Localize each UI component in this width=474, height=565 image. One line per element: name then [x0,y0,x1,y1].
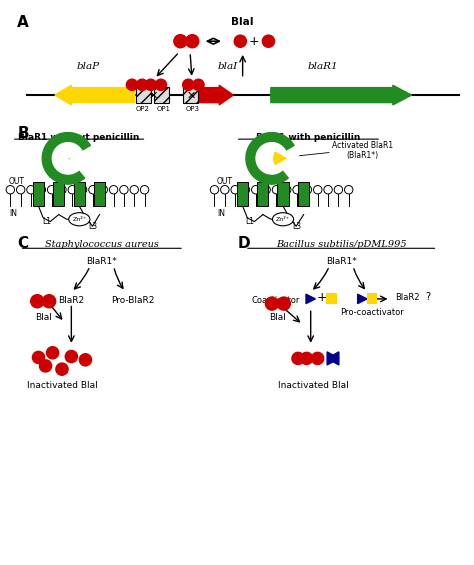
Polygon shape [327,352,339,365]
Circle shape [145,79,156,90]
Text: Pro-BlaR2: Pro-BlaR2 [110,295,154,305]
Text: BlaR1*: BlaR1* [326,257,356,266]
Text: IN: IN [217,209,225,218]
Circle shape [301,353,313,364]
Text: Pro-coactivator: Pro-coactivator [340,308,403,318]
FancyBboxPatch shape [367,293,377,303]
FancyBboxPatch shape [53,182,64,206]
Text: Zn²⁺: Zn²⁺ [73,217,86,221]
FancyBboxPatch shape [136,87,151,103]
Text: L2: L2 [56,170,65,179]
Text: blaP: blaP [76,62,100,71]
Circle shape [127,79,137,90]
Text: IN: IN [9,209,17,218]
FancyArrow shape [55,85,135,105]
Text: BlaR1*: BlaR1* [86,257,117,266]
Text: ✕: ✕ [149,91,158,101]
Text: BlaI: BlaI [35,313,52,322]
Circle shape [311,353,324,364]
Text: Inactivated BlaI: Inactivated BlaI [278,381,348,390]
Circle shape [155,79,166,90]
FancyBboxPatch shape [155,87,169,103]
FancyArrow shape [196,85,233,105]
Text: BlaR2: BlaR2 [58,295,84,305]
FancyBboxPatch shape [33,182,44,206]
Wedge shape [255,142,288,175]
Text: L1: L1 [42,217,51,226]
FancyBboxPatch shape [237,182,248,206]
Text: L1: L1 [245,217,254,226]
Text: OP2: OP2 [135,106,149,112]
Circle shape [31,295,44,308]
Wedge shape [52,142,84,175]
Circle shape [39,360,52,372]
Circle shape [65,350,77,363]
FancyBboxPatch shape [94,182,105,206]
Text: OUT: OUT [217,177,233,186]
Circle shape [186,34,199,48]
Circle shape [56,363,68,375]
FancyBboxPatch shape [277,182,289,206]
Text: BlaI: BlaI [231,17,254,27]
Text: BlaI: BlaI [269,313,286,322]
Text: Inactivated BlaI: Inactivated BlaI [27,381,97,390]
Text: BlaR1 without penicillin: BlaR1 without penicillin [18,133,139,142]
Text: Staphylococcus aureus: Staphylococcus aureus [45,240,159,249]
Circle shape [182,79,194,90]
Text: Coactivator: Coactivator [251,295,300,305]
Circle shape [32,351,45,363]
Text: ?: ? [426,293,431,302]
Circle shape [277,297,291,310]
Polygon shape [306,294,315,303]
Text: D: D [238,236,251,251]
Polygon shape [357,294,367,303]
Circle shape [46,347,59,359]
Circle shape [263,35,274,47]
FancyBboxPatch shape [182,87,198,103]
Text: L3: L3 [89,222,98,231]
Circle shape [174,34,187,48]
FancyBboxPatch shape [298,182,310,206]
Text: blaR1: blaR1 [307,62,338,71]
Wedge shape [42,133,91,184]
Circle shape [265,297,279,310]
Circle shape [43,295,55,308]
Polygon shape [327,352,339,365]
Text: +: + [249,34,260,47]
Text: OP3: OP3 [186,106,200,112]
FancyBboxPatch shape [257,182,268,206]
Wedge shape [273,151,287,166]
FancyBboxPatch shape [73,182,85,206]
Circle shape [292,353,304,364]
Text: A: A [18,15,29,31]
Text: OUT: OUT [9,177,25,186]
Ellipse shape [69,212,90,226]
Text: BlaR2: BlaR2 [395,293,419,302]
Wedge shape [246,133,294,184]
Text: L3: L3 [292,222,301,231]
FancyBboxPatch shape [326,293,337,303]
Text: OP1: OP1 [157,106,171,112]
Text: ✕: ✕ [186,91,196,101]
Text: Zn²⁺: Zn²⁺ [276,217,290,221]
Text: B: B [18,125,29,141]
FancyArrow shape [271,85,411,105]
Text: L2: L2 [259,170,268,179]
Text: +: + [316,292,327,305]
Circle shape [193,79,204,90]
Text: blaI: blaI [218,62,238,71]
Circle shape [137,79,148,90]
Ellipse shape [273,212,293,226]
Circle shape [234,35,246,47]
Text: Bacillus subtilis/pDML995: Bacillus subtilis/pDML995 [276,240,407,249]
Circle shape [79,354,91,366]
Text: C: C [18,236,28,251]
Text: BlaR1 with penicillin: BlaR1 with penicillin [256,133,361,142]
Text: Activated BlaR1
(BlaR1*): Activated BlaR1 (BlaR1*) [332,141,393,160]
